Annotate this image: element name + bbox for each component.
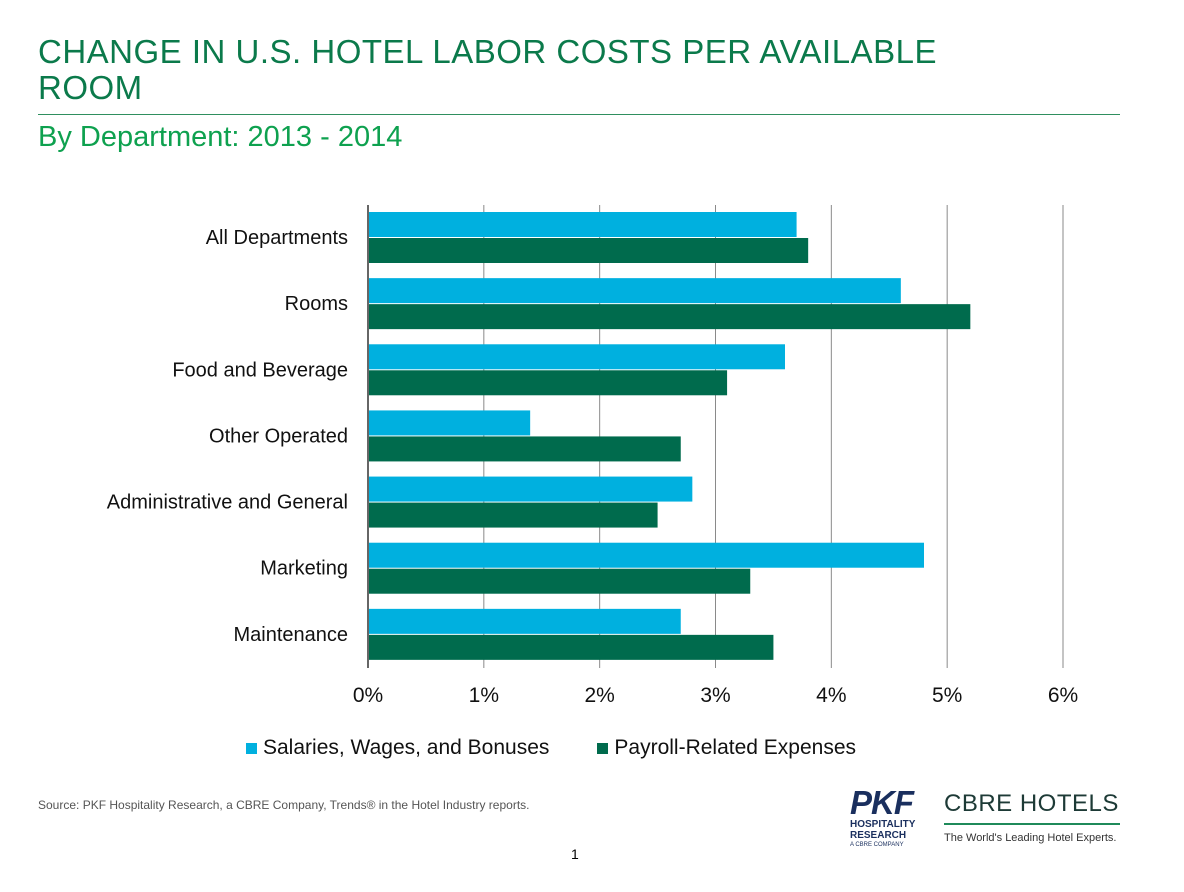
bar-payroll-related-expenses-all-departments — [369, 238, 809, 263]
page-title: CHANGE IN U.S. HOTEL LABOR COSTS PER AVA… — [38, 33, 937, 106]
page-subtitle: By Department: 2013 - 2014 — [38, 121, 403, 153]
bar-salaries-wages-and-bonuses-all-departments — [369, 212, 797, 237]
legend-swatch-salaries — [246, 742, 257, 754]
category-label-maintenance: Maintenance — [233, 624, 348, 646]
page-number: 1 — [571, 846, 579, 862]
legend-item-salaries: Salaries, Wages, and Bonuses — [246, 736, 549, 760]
bar-salaries-wages-and-bonuses-other-operated — [369, 410, 531, 436]
pkf-logo: PKF HOSPITALITY RESEARCH A CBRE COMPANY — [850, 786, 930, 866]
x-tick-label-5: 5% — [932, 684, 962, 707]
bar-chart: All Departments Rooms Food and Beverage Oth… — [107, 205, 1078, 707]
bar-payroll-related-expenses-maintenance — [369, 634, 774, 660]
x-tick-label-2: 2% — [584, 684, 614, 707]
pkf-logo-line2: RESEARCH — [850, 830, 907, 841]
legend-label-salaries: Salaries, Wages, and Bonuses — [263, 736, 550, 759]
bar-salaries-wages-and-bonuses-rooms — [369, 278, 901, 304]
legend-item-payroll: Payroll-Related Expenses — [597, 736, 856, 760]
pkf-logo-line3: A CBRE COMPANY — [850, 842, 904, 848]
category-label-rooms: Rooms — [285, 293, 348, 315]
bar-salaries-wages-and-bonuses-food-and-beverage — [369, 344, 785, 370]
title-divider — [38, 114, 1120, 115]
category-label-food-and-beverage: Food and Beverage — [172, 359, 348, 381]
category-label-all-departments: All Departments — [206, 227, 348, 249]
pkf-logo-line1: HOSPITALITY — [850, 819, 916, 830]
bar-payroll-related-expenses-rooms — [369, 304, 971, 330]
category-label-marketing: Marketing — [260, 558, 348, 580]
x-tick-label-3: 3% — [700, 684, 730, 707]
pkf-logo-text: PKF — [850, 784, 914, 821]
legend-swatch-payroll — [597, 742, 609, 754]
bar-salaries-wages-and-bonuses-marketing — [369, 542, 924, 568]
bar-payroll-related-expenses-food-and-beverage — [369, 370, 728, 396]
bar-payroll-related-expenses-marketing — [369, 568, 751, 594]
bar-salaries-wages-and-bonuses-maintenance — [369, 608, 681, 634]
chart-legend: Salaries, Wages, and Bonuses Payroll-Rel… — [246, 736, 856, 760]
x-tick-label-4: 4% — [816, 684, 846, 707]
bar-payroll-related-expenses-administrative-and-general — [369, 502, 658, 528]
cbre-tagline: The World's Leading Hotel Experts. — [944, 832, 1117, 844]
cbre-logo-rule — [944, 823, 1120, 825]
bar-payroll-related-expenses-other-operated — [369, 436, 681, 462]
legend-label-payroll: Payroll-Related Expenses — [614, 736, 857, 759]
category-label-other-operated: Other Operated — [209, 425, 348, 447]
x-tick-label-0: 0% — [353, 684, 383, 707]
category-label-administrative-and-general: Administrative and General — [107, 492, 348, 514]
x-tick-label-1: 1% — [469, 684, 499, 707]
x-tick-label-6: 6% — [1048, 684, 1078, 707]
source-note: Source: PKF Hospitality Research, a CBRE… — [38, 798, 530, 812]
cbre-logo-text: CBRE HOTELS — [944, 790, 1119, 817]
bar-salaries-wages-and-bonuses-administrative-and-general — [369, 476, 693, 502]
cbre-logo: CBRE HOTELS The World's Leading Hotel Ex… — [944, 790, 1124, 844]
